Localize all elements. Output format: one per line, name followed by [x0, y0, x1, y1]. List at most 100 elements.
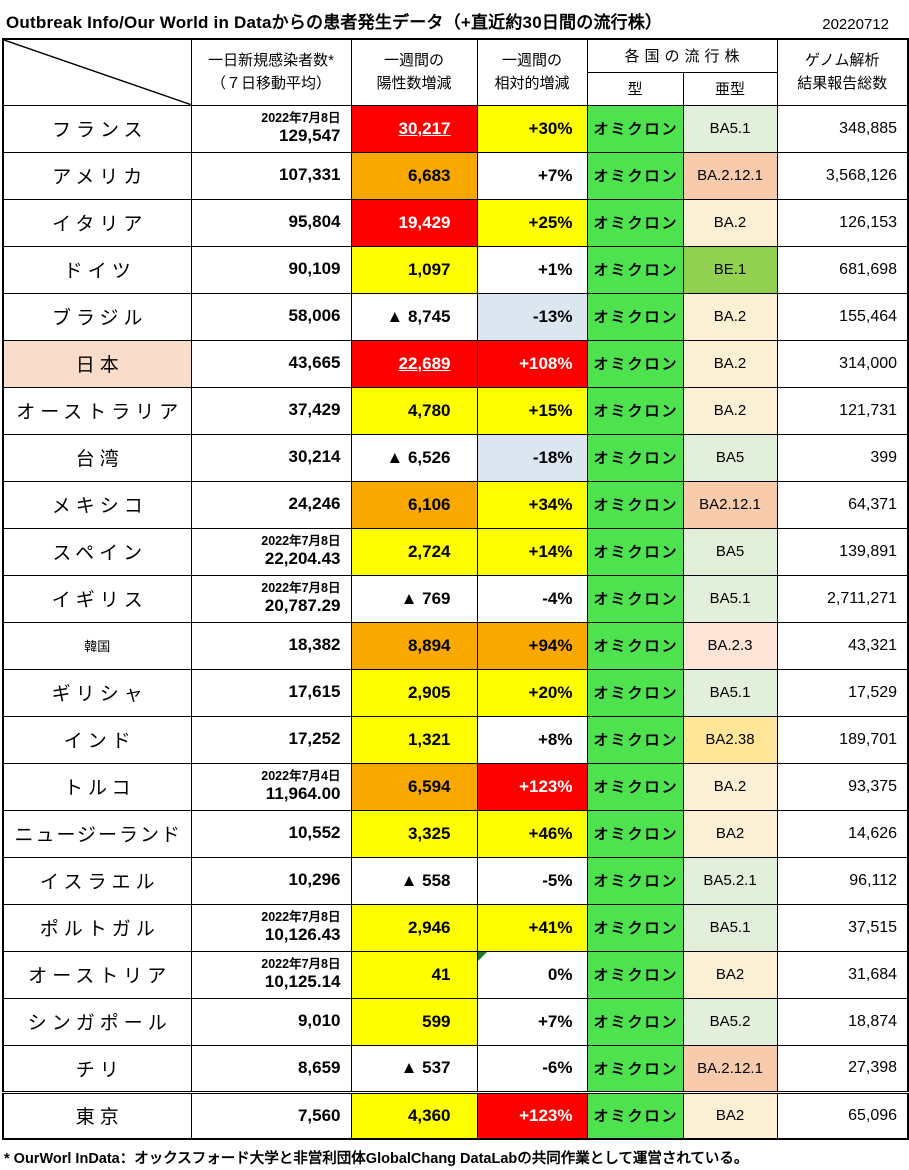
weekly-positive-change: 19,429 [350, 198, 478, 247]
strain-type: オミクロン [586, 245, 684, 294]
weekly-relative-change: 0% [476, 950, 588, 999]
country-name: イタリア [2, 198, 192, 247]
header-relative-change: 一週間の 相対的増減 [476, 38, 588, 106]
weekly-positive-change: 6,594 [350, 762, 478, 811]
country-name: ギリシャ [2, 668, 192, 717]
country-name: 韓国 [2, 621, 192, 670]
table-row: スペイン 2022年7月8日 22,204.43 2,724 +14% オミクロン BA5 1… [2, 527, 909, 576]
table-row: オーストラリア 37,429 4,780 +15% オミクロン BA.2 121,731 [2, 386, 909, 435]
genome-report-total: 126,153 [776, 198, 909, 247]
strain-subtype: BA5 [682, 527, 778, 576]
strain-subtype: BA5.1 [682, 903, 778, 952]
weekly-positive-change: 3,325 [350, 809, 478, 858]
daily-new-cases: 2022年7月8日 20,787.29 [190, 574, 352, 623]
table-row: 韓国 18,382 8,894 +94% オミクロン BA.2.3 43,321 [2, 621, 909, 670]
genome-report-total: 139,891 [776, 527, 909, 576]
table-row: 台湾 30,214 ▲ 6,526 -18% オミクロン BA5 399 [2, 433, 909, 482]
genome-report-total: 399 [776, 433, 909, 482]
weekly-relative-change: -4% [476, 574, 588, 623]
daily-new-cases: 107,331 [190, 151, 352, 200]
weekly-relative-change: +123% [476, 1090, 588, 1140]
country-name: ポルトガル [2, 903, 192, 952]
strain-type: オミクロン [586, 480, 684, 529]
strain-subtype: BA5 [682, 433, 778, 482]
daily-date: 2022年7月8日 [261, 110, 341, 125]
country-name: フランス [2, 104, 192, 153]
strain-type: オミクロン [586, 621, 684, 670]
weekly-positive-change: 2,724 [350, 527, 478, 576]
daily-new-cases: 30,214 [190, 433, 352, 482]
country-name: ドイツ [2, 245, 192, 294]
weekly-relative-change: +30% [476, 104, 588, 153]
genome-report-total: 65,096 [776, 1090, 909, 1140]
corner-cell [2, 38, 192, 106]
weekly-relative-change: +7% [476, 997, 588, 1046]
strain-type: オミクロン [586, 1090, 684, 1140]
daily-new-cases: 2022年7月8日 10,126.43 [190, 903, 352, 952]
weekly-relative-change: +41% [476, 903, 588, 952]
daily-new-cases: 9,010 [190, 997, 352, 1046]
strain-type: オミクロン [586, 527, 684, 576]
weekly-relative-change: -6% [476, 1044, 588, 1093]
genome-report-total: 14,626 [776, 809, 909, 858]
daily-date: 2022年7月8日 [261, 956, 341, 971]
strain-type: オミクロン [586, 292, 684, 341]
weekly-positive-change: 2,905 [350, 668, 478, 717]
daily-date: 2022年7月8日 [261, 909, 341, 924]
country-name: シンガポール [2, 997, 192, 1046]
strain-subtype: BA.2 [682, 386, 778, 435]
daily-new-cases: 43,665 [190, 339, 352, 388]
table-row: トルコ 2022年7月4日 11,964.00 6,594 +123% オミクロン BA.2… [2, 762, 909, 811]
genome-report-total: 681,698 [776, 245, 909, 294]
daily-new-cases: 2022年7月8日 129,547 [190, 104, 352, 153]
daily-new-cases: 58,006 [190, 292, 352, 341]
strain-type: オミクロン [586, 198, 684, 247]
genome-report-total: 27,398 [776, 1044, 909, 1093]
strain-type: オミクロン [586, 339, 684, 388]
genome-report-total: 93,375 [776, 762, 909, 811]
table-row: イタリア 95,804 19,429 +25% オミクロン BA.2 126,153 [2, 198, 909, 247]
strain-subtype: BA2.38 [682, 715, 778, 764]
daily-new-cases: 2022年7月8日 10,125.14 [190, 950, 352, 999]
weekly-positive-change: 4,360 [350, 1090, 478, 1140]
genome-report-total: 31,684 [776, 950, 909, 999]
weekly-positive-change: 599 [350, 997, 478, 1046]
weekly-relative-change: +123% [476, 762, 588, 811]
daily-new-cases: 17,252 [190, 715, 352, 764]
genome-report-total: 348,885 [776, 104, 909, 153]
strain-subtype: BA5.2 [682, 997, 778, 1046]
strain-type: オミクロン [586, 903, 684, 952]
weekly-relative-change: -13% [476, 292, 588, 341]
strain-type: オミクロン [586, 809, 684, 858]
country-name: メキシコ [2, 480, 192, 529]
country-name: ニュージーランド [2, 809, 192, 858]
country-name: 台湾 [2, 433, 192, 482]
country-name: イスラエル [2, 856, 192, 905]
footnote: * OurWorl InData：オックスフォード大学と非営利団体GlobalC… [4, 1151, 749, 1167]
genome-report-total: 189,701 [776, 715, 909, 764]
strain-type: オミクロン [586, 433, 684, 482]
weekly-positive-change: 1,321 [350, 715, 478, 764]
daily-new-cases: 24,246 [190, 480, 352, 529]
daily-new-cases: 10,552 [190, 809, 352, 858]
country-name: イギリス [2, 574, 192, 623]
diagonal-line-icon [4, 40, 191, 105]
table-row: 東京 7,560 4,360 +123% オミクロン BA2 65,096 [2, 1090, 909, 1140]
header-weekly-change: 一週間の 陽性数増減 [350, 38, 478, 106]
header-genome-total: ゲノム解析 結果報告総数 [776, 38, 909, 106]
weekly-relative-change: +20% [476, 668, 588, 717]
weekly-relative-change: +7% [476, 151, 588, 200]
report-date: 20220712 [822, 16, 889, 33]
strain-subtype: BA2.12.1 [682, 480, 778, 529]
daily-new-cases: 17,615 [190, 668, 352, 717]
genome-report-total: 3,568,126 [776, 151, 909, 200]
weekly-positive-change: 1,097 [350, 245, 478, 294]
daily-new-cases: 8,659 [190, 1044, 352, 1093]
strain-type: オミクロン [586, 668, 684, 717]
weekly-positive-change: 8,894 [350, 621, 478, 670]
table-row: チリ 8,659 ▲ 537 -6% オミクロン BA.2.12.1 27,398 [2, 1044, 909, 1093]
strain-subtype: BA.2.12.1 [682, 151, 778, 200]
header-daily-cases: 一日新規感染者数* （７日移動平均） [190, 38, 352, 106]
strain-type: オミクロン [586, 386, 684, 435]
daily-new-cases: 18,382 [190, 621, 352, 670]
